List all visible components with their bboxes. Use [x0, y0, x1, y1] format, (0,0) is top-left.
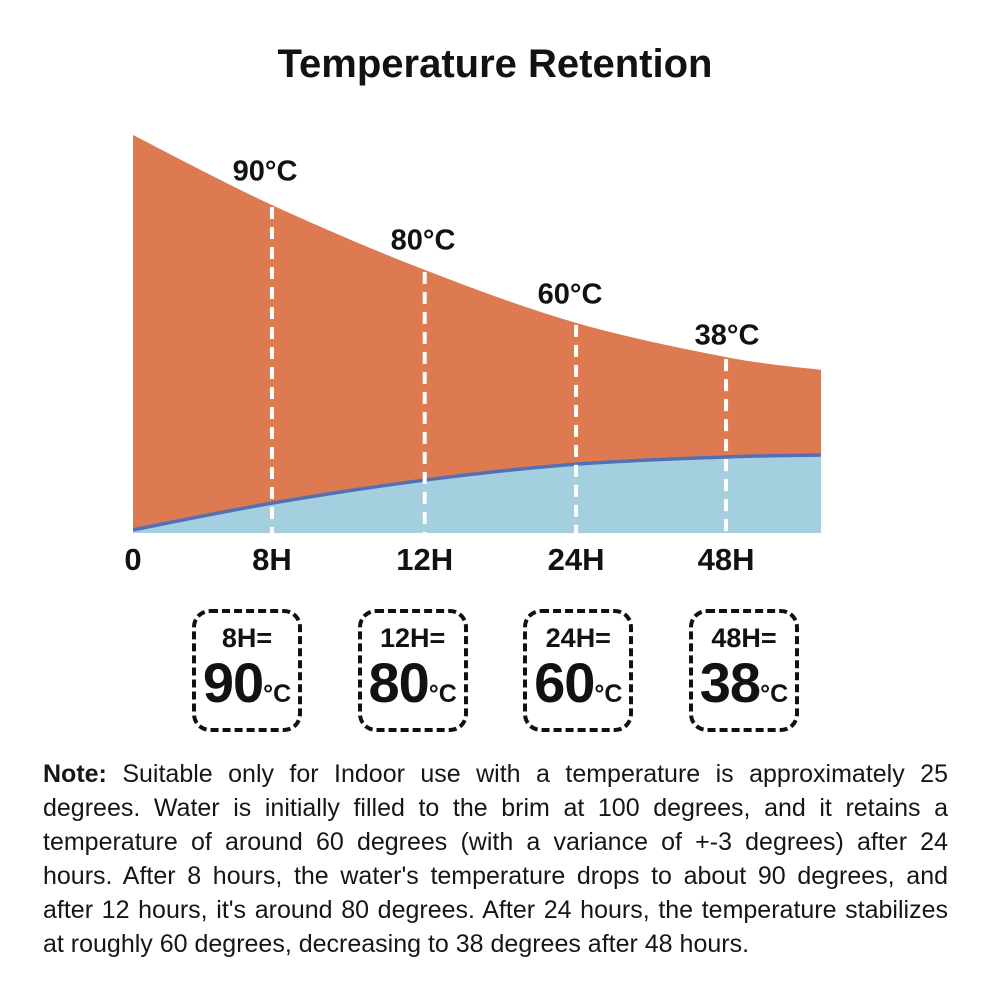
- x-axis-tick-8h: 8H: [252, 542, 292, 577]
- summary-box-time: 48H=: [711, 623, 777, 653]
- hot-water-area: [133, 135, 821, 533]
- note-paragraph: Note: Suitable only for Indoor use with …: [43, 757, 948, 961]
- x-axis-tick-24h: 24H: [547, 542, 605, 577]
- temp-annotation-90c: 90°C: [232, 155, 298, 188]
- summary-box-time: 24H=: [545, 623, 611, 653]
- summary-box-unit: °C: [263, 680, 292, 709]
- summary-box-unit: °C: [594, 680, 623, 709]
- summary-box-number: 90: [202, 651, 264, 715]
- x-axis-tick-12h: 12H: [396, 542, 454, 577]
- summary-box-number: 80: [368, 651, 429, 715]
- area-chart-svg: [133, 135, 821, 533]
- summary-box-48h: 48H= 38°C: [688, 609, 799, 732]
- summary-boxes-row: 8H= 90°C 12H= 80°C 24H= 60°C 48H= 38°C: [192, 609, 799, 732]
- summary-box-8h: 8H= 90°C: [192, 609, 302, 732]
- x-axis-tick-48h: 48H: [697, 542, 755, 577]
- summary-box-number: 38: [699, 651, 761, 715]
- summary-box-time: 12H=: [380, 623, 446, 653]
- temp-annotation-60c: 60°C: [537, 278, 603, 311]
- summary-box-12h: 12H= 80°C: [357, 609, 468, 732]
- x-axis-tick-0: 0: [124, 542, 142, 577]
- summary-box-value: 38°C: [693, 654, 795, 711]
- temperature-retention-chart: 90°C 80°C 60°C 38°C 0 8H 12H 24H 48H: [124, 135, 821, 577]
- temp-annotation-80c: 80°C: [390, 224, 456, 257]
- page-title: Temperature Retention: [277, 42, 713, 86]
- cooled-water-area: [133, 454, 821, 533]
- summary-box-unit: °C: [428, 680, 457, 709]
- temp-annotation-38c: 38°C: [694, 319, 760, 352]
- summary-box-value: 60°C: [527, 654, 629, 711]
- summary-box-number: 60: [534, 651, 595, 715]
- summary-box-value: 90°C: [196, 654, 298, 711]
- note-text: Suitable only for Indoor use with a temp…: [43, 760, 948, 958]
- summary-box-time: 8H=: [221, 623, 273, 653]
- summary-box-value: 80°C: [362, 654, 464, 711]
- water-level-divider-line: [133, 453, 821, 532]
- note-label: Note:: [43, 760, 107, 788]
- summary-box-24h: 24H= 60°C: [523, 609, 634, 732]
- summary-box-unit: °C: [760, 680, 789, 709]
